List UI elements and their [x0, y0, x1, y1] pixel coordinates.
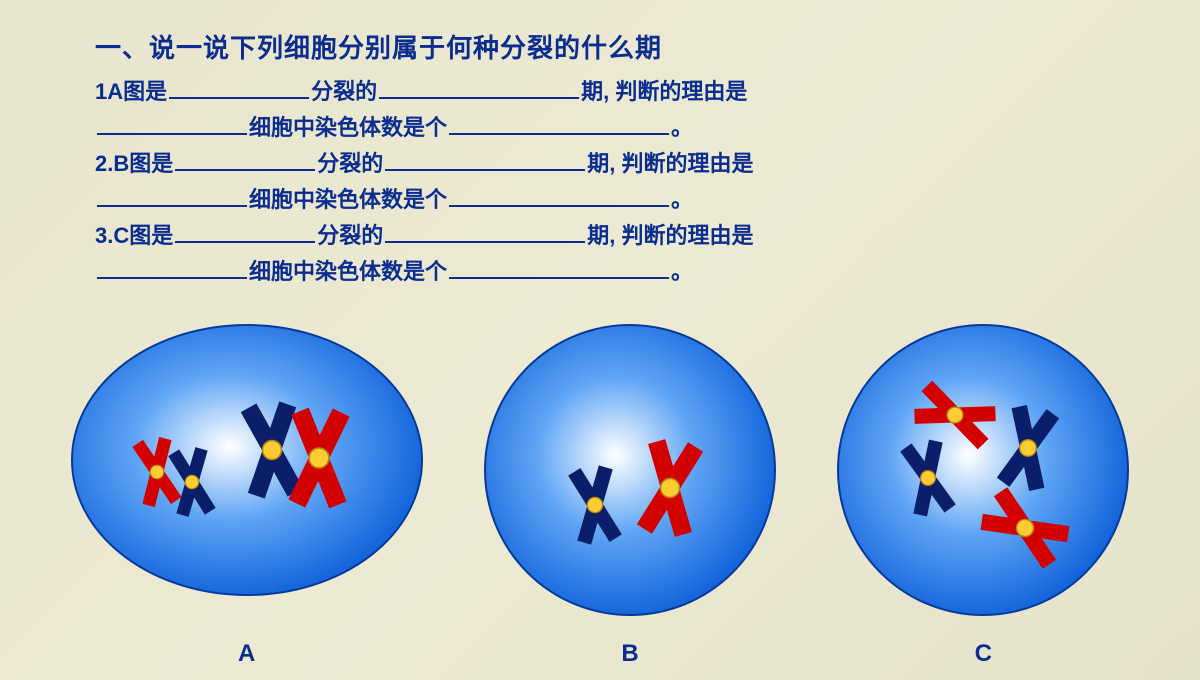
blank	[175, 221, 315, 243]
q1-mid2: 期, 判断的理由是	[581, 79, 747, 104]
q2-prefix: 2.B图是	[95, 151, 173, 176]
cell-a-diagram	[67, 320, 427, 600]
q3-l2mid: 细胞中染色体数是个	[249, 259, 447, 284]
blank	[97, 113, 247, 135]
q3-end: 。	[671, 259, 693, 284]
q2-mid2: 期, 判断的理由是	[587, 151, 753, 176]
cell-c-diagram	[833, 320, 1133, 620]
question-3-line-1: 3.C图是 分裂的 期, 判断的理由是	[95, 219, 1130, 253]
cell-a-label: A	[238, 640, 255, 668]
cell-b-label: B	[621, 640, 638, 668]
text-content: 一、说一说下列细胞分别属于何种分裂的什么期 1A图是分裂的期, 判断的理由是 细…	[0, 0, 1200, 289]
question-2-line-2: 细胞中染色体数是个 。	[95, 183, 1130, 217]
q2-l2mid: 细胞中染色体数是个	[249, 187, 447, 212]
blank	[449, 185, 669, 207]
q3-prefix: 3.C图是	[95, 223, 173, 248]
blank	[97, 257, 247, 279]
cells-row: A B C	[0, 320, 1200, 620]
blank	[385, 149, 585, 171]
main-title: 一、说一说下列细胞分别属于何种分裂的什么期	[95, 28, 1130, 65]
q3-mid2: 期, 判断的理由是	[587, 223, 753, 248]
blank	[379, 77, 579, 99]
cell-b-container: B	[480, 320, 780, 620]
question-2-line-1: 2.B图是 分裂的 期, 判断的理由是	[95, 147, 1130, 181]
q3-mid1: 分裂的	[317, 223, 383, 248]
blank	[449, 257, 669, 279]
blank	[449, 113, 669, 135]
question-1-line-2: 细胞中染色体数是个 。	[95, 111, 1130, 145]
blank	[169, 77, 309, 99]
question-3-line-2: 细胞中染色体数是个 。	[95, 255, 1130, 289]
cell-c-label: C	[975, 640, 992, 668]
blank	[97, 185, 247, 207]
cell-b-diagram	[480, 320, 780, 620]
blank	[175, 149, 315, 171]
q2-mid1: 分裂的	[317, 151, 383, 176]
question-1-line-1: 1A图是 分裂的 期, 判断的理由是	[95, 75, 1130, 109]
q1-prefix: 1A图是	[95, 79, 167, 104]
q1-mid1: 分裂的	[311, 79, 377, 104]
q2-end: 。	[671, 187, 693, 212]
cell-c-container: C	[833, 320, 1133, 620]
blank	[385, 221, 585, 243]
cell-a-container: A	[67, 320, 427, 620]
q1-l2mid: 细胞中染色体数是个	[249, 115, 447, 140]
q1-end: 。	[671, 115, 693, 140]
